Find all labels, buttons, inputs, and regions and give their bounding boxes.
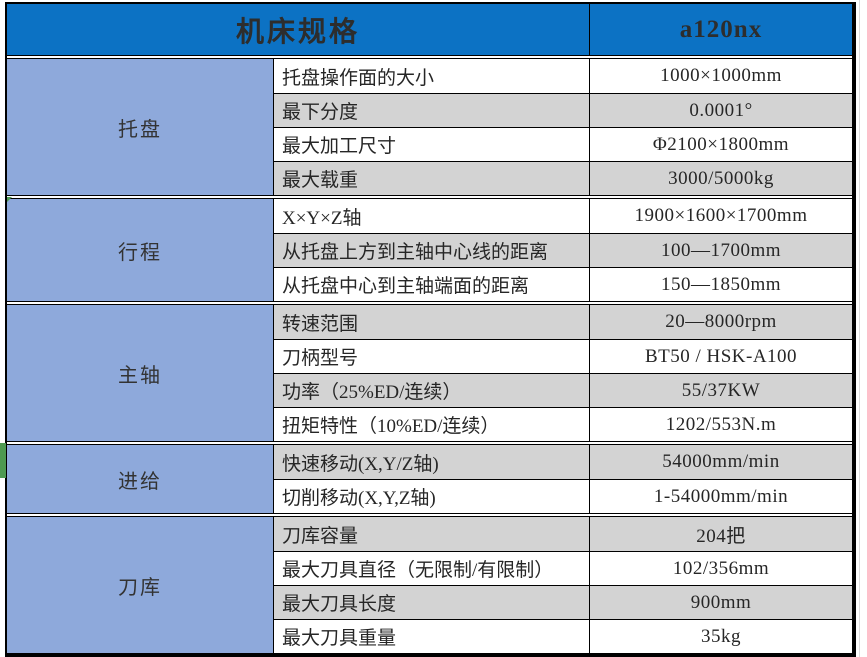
spec-name-cell: 刀库容量 — [273, 517, 589, 551]
section-0: 托盘 托盘操作面的大小 1000×1000mm 最下分度 0.0001° 最大加工尺寸 Φ2… — [7, 55, 852, 195]
spec-name-cell: X×Y×Z轴 — [273, 199, 589, 233]
spreadsheet-gridline — [859, 0, 860, 657]
spec-value-cell: 204把 — [589, 517, 852, 551]
spec-name-cell: 切削移动(X,Y,Z轴) — [273, 479, 589, 513]
spec-name-cell: 最大刀具直径（无限制/有限制） — [273, 551, 589, 585]
spec-value-cell: 1-54000mm/min — [589, 479, 852, 513]
spec-name-cell: 最大载重 — [273, 161, 589, 195]
spec-name-cell: 扭矩特性（10%ED/连续） — [273, 407, 589, 441]
spec-name-cell: 从托盘上方到主轴中心线的距离 — [273, 233, 589, 267]
spec-value-cell: 3000/5000kg — [589, 161, 852, 195]
section-label: 进给 — [7, 445, 273, 513]
spec-value-cell: 1000×1000mm — [589, 59, 852, 93]
spec-name-cell: 快速移动(X,Y/Z轴) — [273, 445, 589, 479]
table-header-row: 机床规格 a120nx — [7, 4, 852, 55]
spec-value-cell: 54000mm/min — [589, 445, 852, 479]
spec-value-cell: 55/37KW — [589, 373, 852, 407]
spec-value-cell: Φ2100×1800mm — [589, 127, 852, 161]
section-3: 进给 快速移动(X,Y/Z轴) 54000mm/min 切削移动(X,Y,Z轴) 1-5… — [7, 441, 852, 513]
spec-value-cell: 20—8000rpm — [589, 305, 852, 339]
spec-value-cell: 1900×1600×1700mm — [589, 199, 852, 233]
spec-name-cell: 最大加工尺寸 — [273, 127, 589, 161]
spec-table-body: 托盘 托盘操作面的大小 1000×1000mm 最下分度 0.0001° 最大加工尺寸 Φ2… — [7, 55, 852, 653]
spec-value-cell: 100—1700mm — [589, 233, 852, 267]
spec-name-cell: 最大刀具长度 — [273, 585, 589, 619]
spec-value-cell: 102/356mm — [589, 551, 852, 585]
section-label: 主轴 — [7, 305, 273, 441]
table-title: 机床规格 — [235, 16, 360, 48]
section-2: 主轴 转速范围 20—8000rpm 刀柄型号 BT50 / HSK-A100 功率（25… — [7, 301, 852, 441]
spec-name-cell: 托盘操作面的大小 — [273, 59, 589, 93]
spec-value-cell: 1202/553N.m — [589, 407, 852, 441]
spec-name-cell: 刀柄型号 — [273, 339, 589, 373]
spec-value-cell: BT50 / HSK-A100 — [589, 339, 852, 373]
spec-value-cell: 900mm — [589, 585, 852, 619]
excel-cell-flag-icon — [7, 197, 12, 202]
spec-name-cell: 最下分度 — [273, 93, 589, 127]
section-label: 刀库 — [7, 517, 273, 653]
section-label: 行程 — [7, 199, 273, 301]
spec-value-cell: 35kg — [589, 619, 852, 653]
section-1: 行程 X×Y×Z轴 1900×1600×1700mm 从托盘上方到主轴中心线的距离 10… — [7, 195, 852, 301]
excel-selection-marker — [0, 443, 6, 478]
section-4: 刀库 刀库容量 204把 最大刀具直径（无限制/有限制） 102/356mm 最大刀具长度… — [7, 513, 852, 653]
machine-model: a120nx — [589, 4, 852, 55]
machine-spec-table: 机床规格 a120nx 托盘 托盘操作面的大小 1000×1000mm 最下分度 0.0… — [5, 2, 856, 657]
spec-name-cell: 从托盘中心到主轴端面的距离 — [273, 267, 589, 301]
spec-value-cell: 150—1850mm — [589, 267, 852, 301]
section-label: 托盘 — [7, 59, 273, 195]
spec-name-cell: 功率（25%ED/连续） — [273, 373, 589, 407]
spec-value-cell: 0.0001° — [589, 93, 852, 127]
spec-name-cell: 转速范围 — [273, 305, 589, 339]
spec-name-cell: 最大刀具重量 — [273, 619, 589, 653]
